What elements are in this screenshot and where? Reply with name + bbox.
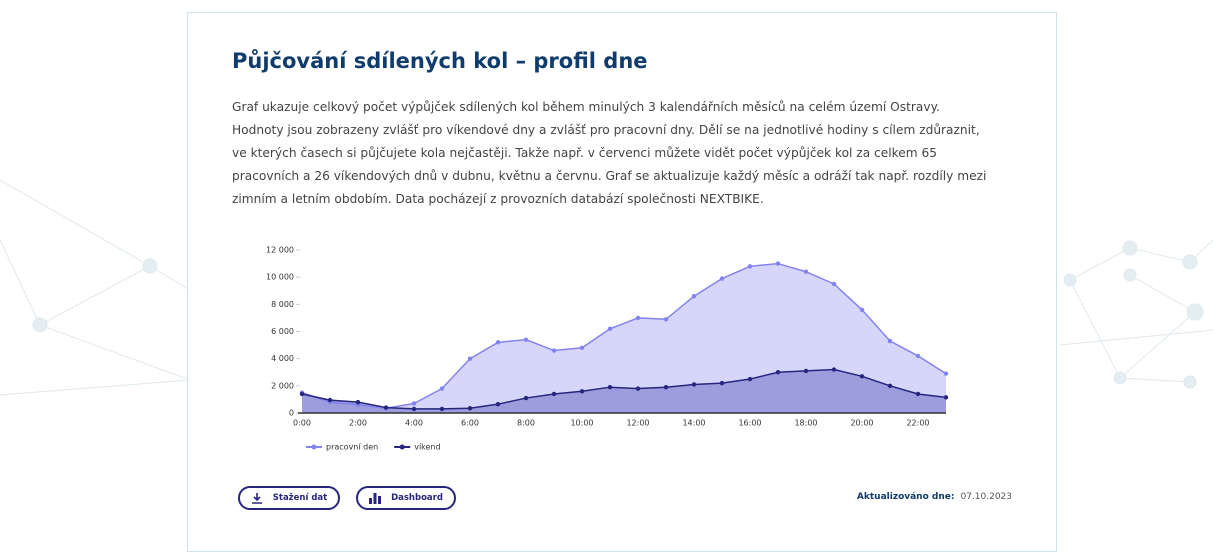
description: Graf ukazuje celkový počet výpůjček sdíl… (232, 100, 987, 206)
point (915, 391, 921, 397)
line (301, 262, 947, 410)
point (747, 376, 753, 382)
point (579, 389, 585, 394)
point (439, 406, 445, 412)
line (301, 368, 947, 410)
x-tick-label: 16:00 (738, 419, 761, 428)
point (355, 399, 361, 405)
x-tick-label: 12:00 (626, 419, 649, 428)
download-icon (251, 493, 262, 504)
point (635, 386, 641, 391)
point (607, 384, 613, 390)
point (411, 406, 417, 412)
x-tick-label: 4:00 (405, 419, 423, 428)
point (495, 340, 501, 345)
point (411, 401, 417, 406)
x-tick-label: 0:00 (293, 419, 311, 428)
updated-label: Aktualizováno dne: (856, 492, 955, 502)
dashboard-button[interactable]: Dashboard (356, 486, 456, 510)
dashboard-icon (369, 493, 382, 504)
chart: 0 2 000 4 000 6 000 8 000 10 000 12 000 0:00 2:0… (266, 246, 949, 452)
point (579, 345, 585, 350)
point (915, 353, 921, 359)
y-tick-label: 4 000 (271, 354, 294, 363)
point (747, 264, 753, 269)
point (299, 391, 305, 397)
point (803, 269, 809, 274)
point (887, 383, 893, 389)
card: Půjčování sdílených kol – profil dne Gra… (187, 12, 1057, 552)
updated: Aktualizováno dne: 07.10.2023 (857, 492, 1012, 502)
point (551, 348, 557, 353)
legend-marker (399, 444, 405, 450)
point (663, 317, 669, 322)
point (495, 401, 501, 407)
x-tick-label: 18:00 (794, 419, 817, 428)
point (775, 370, 781, 375)
y-tick-label: 0 (289, 409, 294, 418)
button-label: Stažení dat (272, 493, 328, 503)
y-tick-label: 12 000 (266, 246, 294, 255)
point (551, 391, 557, 397)
point (523, 395, 529, 401)
point (467, 406, 473, 411)
y-tick-label: 10 000 (266, 273, 294, 282)
point (523, 337, 529, 342)
y-tick-label: 8 000 (271, 300, 294, 309)
legend-label: víkend (414, 443, 440, 452)
point (439, 386, 445, 391)
legend-label: pracovní den (326, 443, 378, 452)
x-tick-label: 22:00 (906, 419, 929, 428)
point (383, 405, 389, 410)
title: Půjčování sdílených kol – profil dne (232, 49, 648, 73)
y-tick-label: 2 000 (271, 381, 294, 390)
x-tick-label: 2:00 (349, 419, 367, 428)
point (719, 380, 725, 386)
y-tick-label: 6 000 (271, 327, 294, 336)
point (691, 382, 697, 387)
legend-marker (311, 444, 317, 450)
point (831, 367, 837, 372)
point (859, 307, 865, 312)
background-network (0, 179, 1213, 396)
point (467, 356, 473, 361)
x-tick-label: 14:00 (682, 419, 705, 428)
page: Půjčování sdílených kol – profil dne Gra… (0, 12, 1213, 552)
point (607, 326, 613, 331)
point (831, 281, 837, 287)
area-fill (302, 369, 946, 413)
point (887, 338, 893, 344)
x-tick-label: 6:00 (461, 419, 479, 428)
point (943, 371, 949, 376)
point (859, 374, 865, 379)
download-button[interactable]: Stažení dat (238, 486, 340, 510)
updated-date: 07.10.2023 (960, 492, 1012, 502)
point (691, 293, 697, 299)
point (663, 384, 669, 390)
x-tick-label: 20:00 (850, 419, 873, 428)
point (943, 395, 949, 400)
point (775, 261, 781, 266)
point (635, 315, 641, 321)
x-tick-label: 10:00 (570, 419, 593, 428)
button-label: Dashboard (391, 493, 443, 503)
point (719, 276, 725, 281)
point (803, 368, 809, 374)
point (327, 397, 333, 403)
x-tick-label: 8:00 (517, 419, 535, 428)
